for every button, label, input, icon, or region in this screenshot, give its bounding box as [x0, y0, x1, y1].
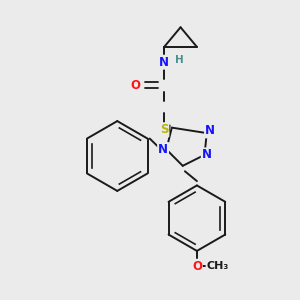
- Text: O: O: [131, 79, 141, 92]
- Text: N: N: [205, 124, 215, 137]
- Text: H: H: [175, 55, 184, 65]
- Text: O: O: [192, 260, 202, 273]
- Text: N: N: [202, 148, 212, 161]
- Text: N: N: [159, 56, 169, 69]
- Text: N: N: [158, 143, 168, 156]
- Text: CH₃: CH₃: [206, 261, 229, 271]
- Text: S: S: [160, 123, 168, 136]
